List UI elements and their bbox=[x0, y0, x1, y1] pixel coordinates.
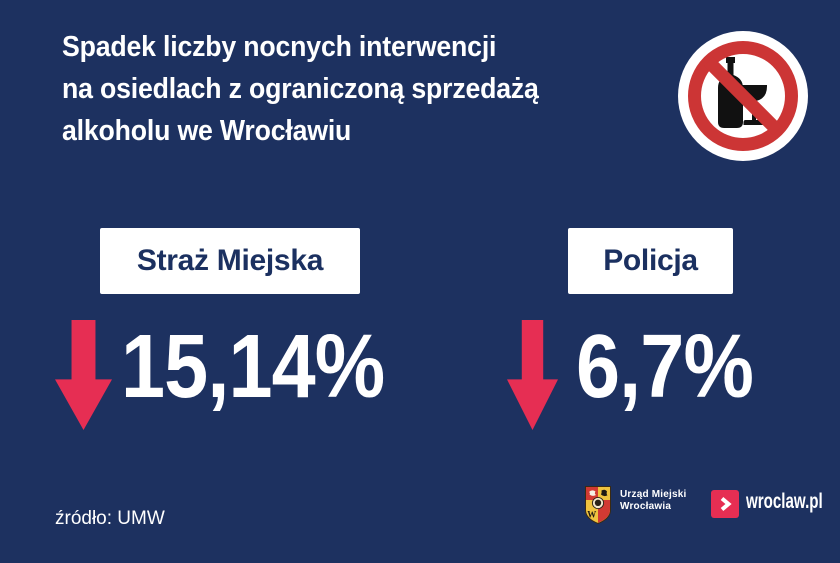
no-alcohol-icon bbox=[678, 31, 808, 161]
arrow-down-icon bbox=[507, 320, 558, 430]
stat-value-policja: 6,7% bbox=[576, 317, 754, 417]
source-note: źródło: UMW bbox=[55, 508, 165, 529]
city-office-line-2: Wrocławia bbox=[620, 501, 672, 512]
city-office-label: Urząd Miejski Wrocławia bbox=[620, 489, 687, 513]
stat-value-straz-miejska: 15,14% bbox=[121, 317, 385, 417]
stat-label: Straż Miejska bbox=[136, 244, 324, 277]
title-line-3: alkoholu we Wrocławiu bbox=[62, 115, 352, 147]
stat-label-box-policja: Policja bbox=[568, 228, 733, 294]
title-line-2: na osiedlach z ograniczoną sprzedażą bbox=[62, 73, 539, 105]
chevron-right-icon bbox=[720, 496, 732, 512]
page-title: Spadek liczby nocnych interwencji na osi… bbox=[62, 26, 539, 152]
city-office-line-1: Urząd Miejski bbox=[620, 489, 687, 500]
wroclaw-pl-logo-text: wroclaw.pl bbox=[746, 490, 823, 513]
title-line-1: Spadek liczby nocnych interwencji bbox=[62, 31, 497, 63]
crest-letter: W bbox=[587, 510, 596, 520]
wroclaw-coat-of-arms-logo: W bbox=[585, 486, 611, 524]
wroclaw-pl-logo-badge bbox=[711, 490, 739, 518]
arrow-down-icon bbox=[55, 320, 112, 430]
stat-label-box-straz-miejska: Straż Miejska bbox=[100, 228, 360, 294]
stat-label: Policja bbox=[603, 244, 698, 277]
